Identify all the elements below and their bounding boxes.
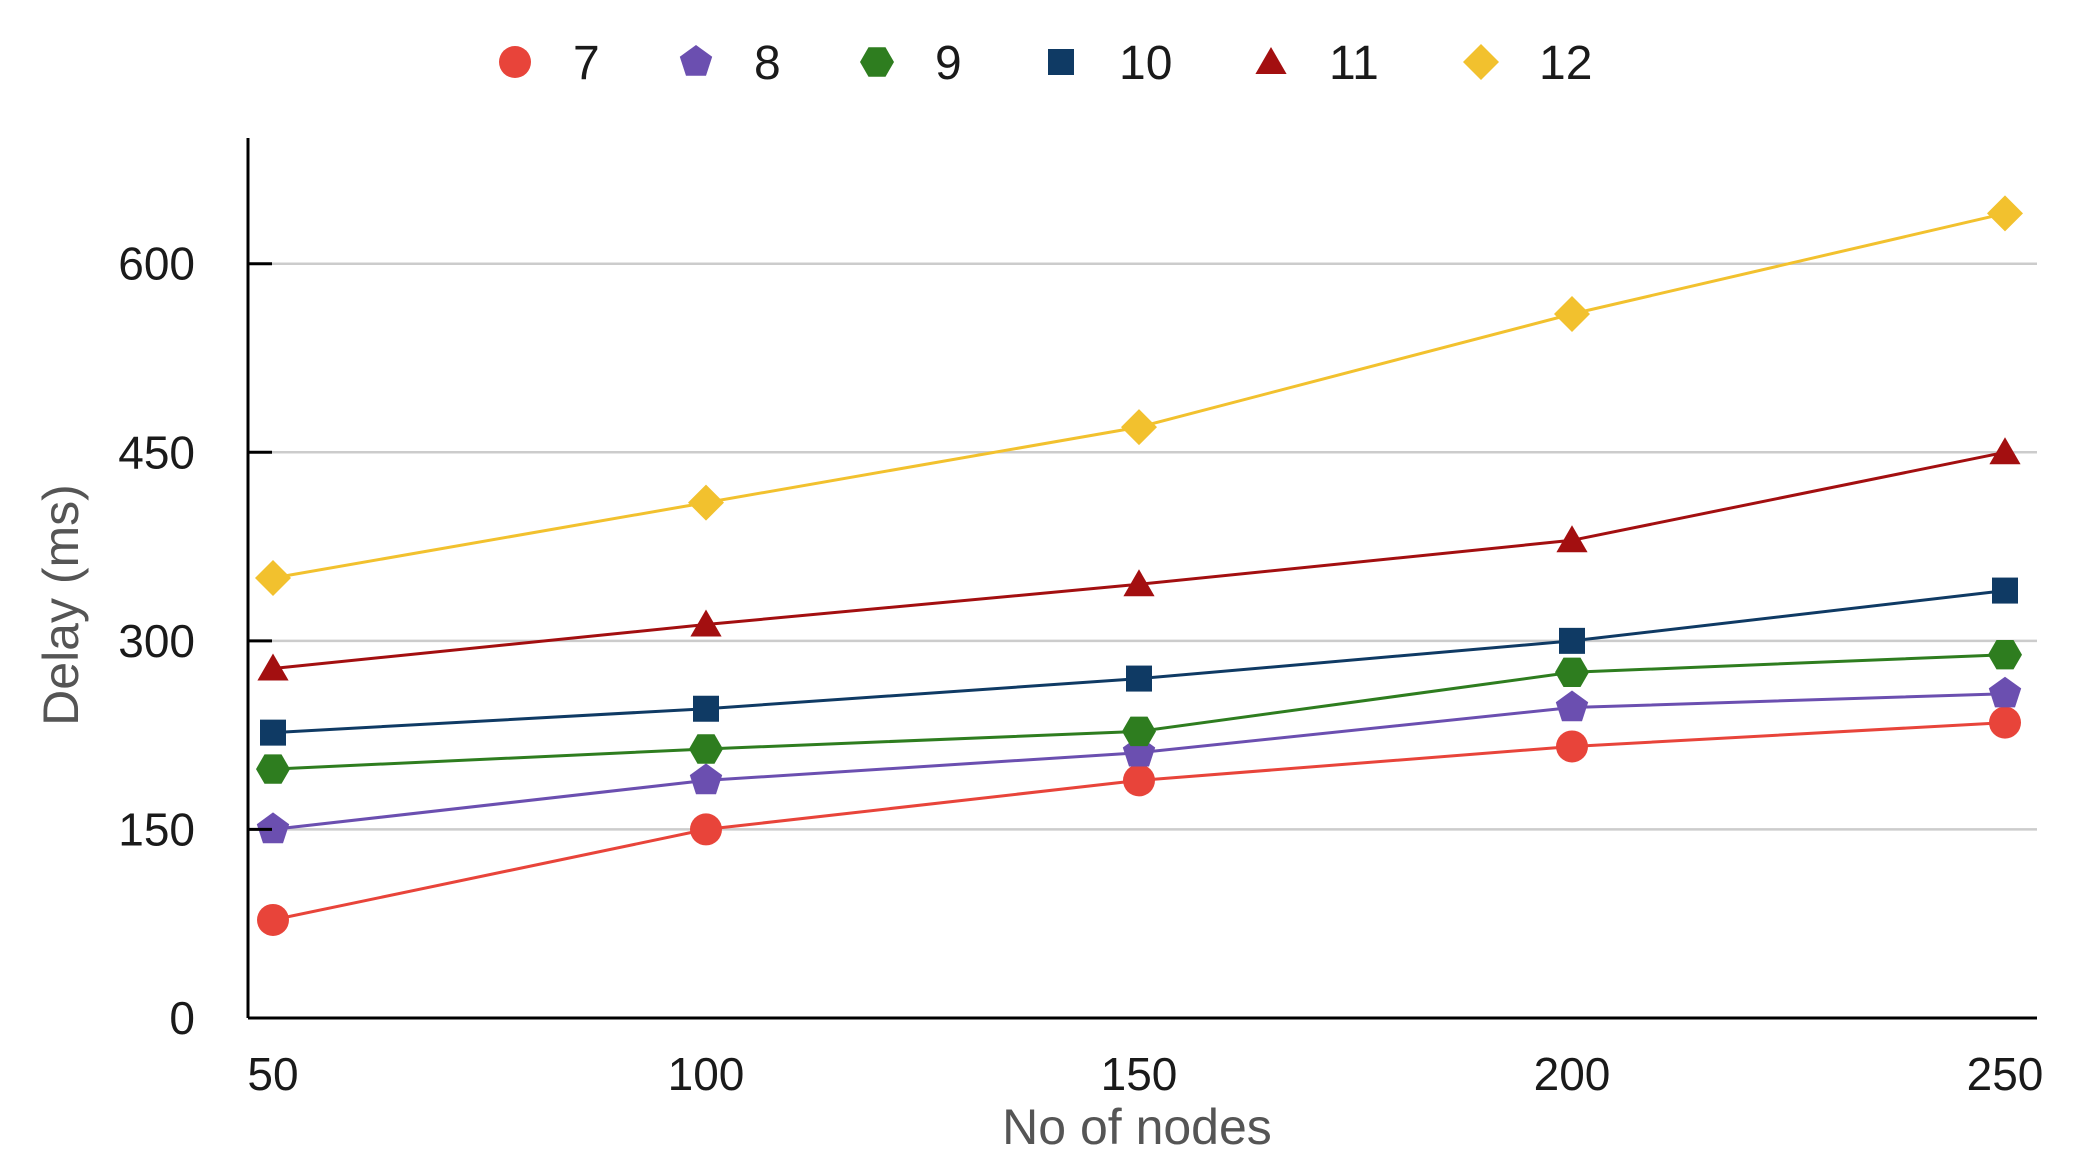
x-tick-label-100: 100 [668, 1048, 745, 1100]
data-point-series-8-x-50 [256, 812, 290, 844]
data-point-series-11-x-250 [1989, 437, 2021, 465]
data-point-series-10-x-200 [1559, 627, 1585, 654]
data-point-series-9-x-150 [1122, 716, 1156, 747]
legend-label-8: 8 [754, 37, 781, 90]
data-point-series-12-x-100 [688, 484, 724, 521]
legend-marker-11 [1255, 47, 1287, 74]
data-point-series-9-x-50 [256, 754, 290, 784]
data-point-series-7-x-100 [690, 813, 722, 846]
data-point-series-12-x-150 [1121, 409, 1157, 446]
legend-marker-12 [1463, 44, 1499, 80]
data-point-series-12-x-200 [1554, 296, 1590, 332]
legend-marker-9 [860, 47, 894, 77]
legend-label-7: 7 [573, 37, 600, 90]
data-point-series-8-x-100 [689, 763, 723, 795]
x-axis-title: No of nodes [1002, 1099, 1272, 1155]
legend-marker-10 [1048, 49, 1074, 75]
data-point-series-10-x-250 [1992, 577, 2018, 604]
axes [246, 138, 2037, 1020]
data-point-series-7-x-200 [1556, 730, 1588, 763]
y-tick-label-450: 450 [118, 426, 195, 478]
series-lines [272, 211, 2006, 922]
data-point-series-12-x-50 [255, 560, 291, 596]
legend: 7 8 9 10 11 12 [499, 37, 1592, 90]
data-point-series-9-x-200 [1555, 657, 1589, 687]
legend-label-11: 11 [1329, 37, 1379, 90]
y-tick-labels: 0 150 300 450 600 [118, 238, 272, 1044]
series-line-11 [272, 450, 2006, 670]
x-tick-label-200: 200 [1534, 1048, 1611, 1100]
legend-label-10: 10 [1119, 37, 1172, 90]
x-tick-label-50: 50 [247, 1048, 298, 1100]
data-point-series-11-x-200 [1556, 525, 1588, 553]
series-line-12 [272, 211, 2006, 580]
legend-marker-7 [499, 46, 531, 78]
data-point-series-8-x-200 [1555, 690, 1589, 722]
data-point-series-7-x-150 [1123, 764, 1155, 797]
legend-marker-8 [679, 45, 713, 76]
series-line-10 [272, 589, 2006, 735]
data-point-series-9-x-100 [689, 734, 723, 764]
x-tick-label-250: 250 [1967, 1048, 2044, 1100]
data-point-series-10-x-150 [1126, 665, 1152, 692]
legend-label-9: 9 [935, 37, 962, 90]
y-tick-label-150: 150 [118, 803, 195, 855]
data-point-series-11-x-100 [690, 609, 722, 637]
data-point-series-7-x-250 [1989, 706, 2021, 739]
data-point-series-7-x-50 [257, 903, 289, 936]
data-point-series-11-x-50 [257, 653, 289, 681]
x-tick-labels: 50 100 150 200 250 [247, 1048, 2043, 1100]
y-tick-label-0: 0 [169, 992, 195, 1044]
y-tick-label-300: 300 [118, 615, 195, 667]
data-point-series-12-x-250 [1987, 195, 2023, 232]
data-point-series-10-x-100 [693, 695, 719, 722]
x-tick-label-150: 150 [1101, 1048, 1178, 1100]
series-markers [255, 195, 2023, 936]
legend-label-12: 12 [1539, 37, 1592, 90]
data-point-series-8-x-250 [1988, 676, 2022, 708]
y-axis-title: Delay (ms) [33, 484, 89, 726]
data-point-series-11-x-150 [1123, 569, 1155, 597]
data-point-series-9-x-250 [1988, 640, 2022, 670]
y-tick-label-600: 600 [118, 238, 195, 290]
data-point-series-10-x-50 [260, 719, 286, 746]
